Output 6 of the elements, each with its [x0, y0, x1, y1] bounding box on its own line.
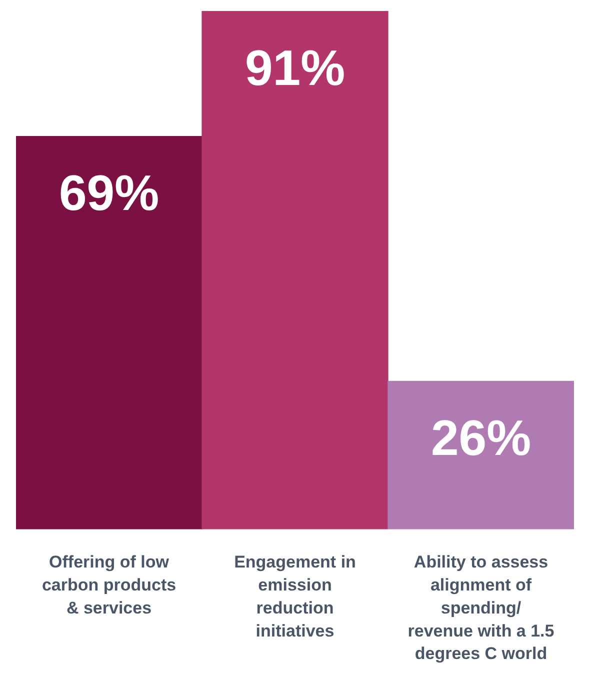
data-label: 26%: [430, 410, 532, 466]
x-tick-label: Offering of low carbon products & services: [42, 552, 176, 618]
data-label: 91%: [244, 40, 346, 96]
data-label: 69%: [58, 165, 160, 222]
x-tick-label: Ability to assess alignment of spending/ revenue with a 1.5 degrees C world: [408, 552, 554, 664]
x-tick-label: Engagement in emission reduction initiatives: [234, 552, 356, 640]
